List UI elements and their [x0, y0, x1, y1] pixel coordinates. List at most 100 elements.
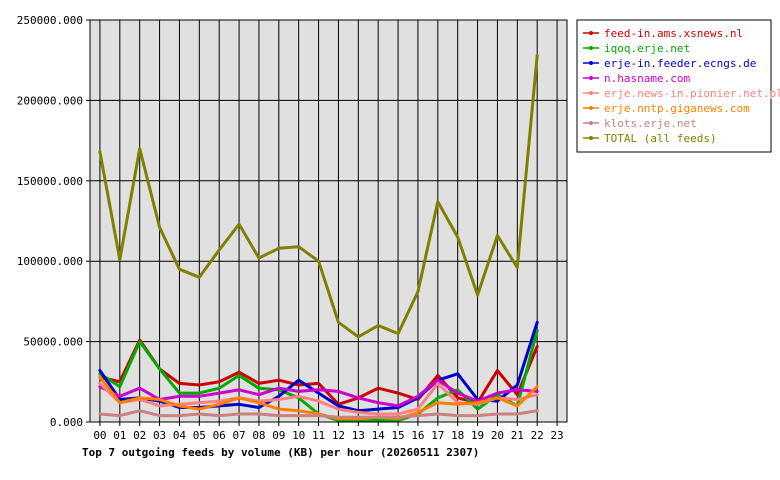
data-point [317, 391, 320, 395]
data-point [297, 390, 300, 393]
data-point [535, 321, 539, 324]
x-tick-label: 05 [193, 429, 206, 442]
legend-marker [589, 46, 593, 50]
series-lines [98, 53, 539, 422]
x-tick-label: 11 [312, 429, 325, 442]
data-point [217, 248, 221, 252]
data-point [297, 383, 300, 387]
data-point [198, 407, 201, 411]
data-point [436, 374, 440, 377]
data-point [158, 398, 161, 401]
data-point [456, 403, 459, 406]
data-point [416, 290, 420, 293]
data-point [237, 403, 241, 406]
data-point [337, 404, 340, 408]
data-point [337, 390, 340, 393]
data-point [178, 395, 181, 398]
data-point [178, 414, 181, 417]
data-point [317, 382, 320, 385]
data-point [297, 409, 300, 412]
data-point [158, 367, 161, 371]
data-point [376, 407, 380, 411]
legend-box [576, 19, 772, 153]
data-point [476, 414, 479, 417]
data-point [396, 332, 400, 335]
legend-label: klots.erje.net [604, 117, 697, 130]
data-point [158, 414, 161, 417]
data-point [496, 412, 499, 416]
data-point [198, 401, 201, 404]
data-point [456, 414, 459, 417]
x-tick-label: 21 [511, 429, 524, 442]
data-point [396, 412, 400, 416]
y-tick-label: 150000.000 [17, 175, 83, 188]
data-point [217, 391, 221, 395]
data-point [436, 396, 440, 400]
y-tick-label: 100000.000 [17, 255, 83, 268]
data-point [118, 414, 122, 417]
data-point [516, 266, 519, 269]
x-tick-label: 04 [173, 429, 187, 442]
x-tick-label: 03 [153, 429, 166, 442]
data-point [237, 374, 241, 377]
legend: feed-in.ams.xsnews.nl iqoq.erje.net erje-i… [576, 19, 780, 153]
data-point [277, 407, 281, 411]
data-point [257, 412, 261, 416]
data-point [376, 415, 380, 419]
plot-area [90, 20, 567, 422]
data-point [396, 404, 400, 408]
data-point [357, 415, 360, 419]
y-tick-label: 200000.000 [17, 94, 83, 107]
data-point [178, 268, 181, 271]
data-point [98, 382, 102, 385]
data-point [516, 398, 519, 401]
data-point [516, 383, 519, 387]
legend-marker [589, 31, 593, 35]
data-point [277, 398, 281, 401]
x-tick-label: 15 [391, 429, 404, 442]
data-point [297, 378, 300, 382]
legend-marker [589, 91, 593, 95]
data-point [416, 414, 420, 417]
data-point [396, 415, 400, 419]
data-point [436, 401, 440, 404]
data-point [317, 388, 320, 392]
data-point [138, 147, 141, 150]
data-point [138, 396, 141, 400]
data-point [337, 407, 340, 411]
data-point [237, 223, 241, 226]
data-point [138, 387, 141, 390]
data-point [118, 395, 122, 398]
data-point [416, 395, 420, 398]
legend-marker [589, 106, 593, 110]
x-axis-label: Top 7 outgoing feeds by volume (KB) per … [82, 446, 479, 459]
data-point [317, 414, 320, 417]
data-point [456, 391, 459, 395]
data-point [476, 407, 479, 411]
data-point [456, 235, 459, 239]
data-point [496, 391, 499, 395]
data-point [277, 395, 281, 398]
x-tick-label: 02 [133, 429, 146, 442]
x-tick-label: 09 [272, 429, 285, 442]
legend-marker [589, 61, 593, 65]
data-point [416, 411, 420, 414]
data-point [496, 234, 499, 237]
data-point [138, 409, 141, 412]
data-point [297, 245, 300, 248]
data-point [456, 396, 459, 400]
data-point [257, 393, 261, 396]
data-point [198, 412, 201, 416]
data-point [277, 387, 281, 390]
data-point [516, 404, 519, 408]
data-point [98, 150, 102, 154]
data-point [118, 258, 122, 261]
legend-marker [589, 121, 593, 125]
data-point [178, 391, 181, 395]
data-point [476, 401, 479, 404]
data-point [317, 260, 320, 263]
legend-label: feed-in.ams.xsnews.nl [604, 27, 743, 40]
legend-marker [589, 76, 593, 80]
data-point [237, 388, 241, 392]
x-tick-label: 10 [292, 429, 305, 442]
